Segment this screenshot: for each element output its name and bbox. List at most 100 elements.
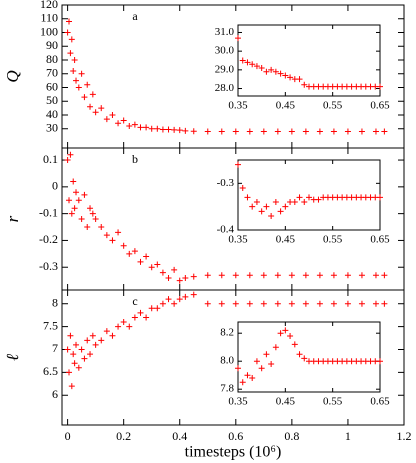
y-tick-label: -0.2 [39,232,58,246]
data-point [268,66,275,73]
data-point [232,300,239,307]
data-point [126,323,133,330]
data-point [330,272,337,279]
data-point [358,272,365,279]
data-point [302,272,309,279]
data-point [291,341,298,348]
panel-label: b [132,152,138,166]
data-point [258,64,265,71]
data-point [288,128,295,135]
y-tick-label: 8.2 [220,327,234,339]
data-point [263,351,270,358]
data-point [98,224,105,231]
x-tick-label: 0.55 [323,396,343,408]
data-point [249,61,256,68]
data-point [190,291,197,298]
data-point [235,35,241,42]
y-tick-label: 0 [52,179,58,193]
y-tick-label: 8 [52,295,58,309]
inset: 0.35 0.45 0.55 0.65 7.8 8.0 8.2 [220,321,390,408]
data-point [277,330,284,337]
data-point [377,194,383,201]
data-point [64,29,71,36]
x-tick-label: 0.45 [276,234,296,246]
data-point [263,203,270,210]
data-point [301,81,308,88]
data-point [268,213,275,219]
y-tick-label: 28.0 [215,82,235,94]
data-point [296,351,303,358]
data-point [143,253,150,260]
data-point [239,57,246,64]
data-point [120,117,127,124]
data-point [246,300,253,307]
data-point [176,296,183,303]
data-point [109,112,116,118]
data-point [81,355,88,362]
y-tick-label: 100 [40,24,58,38]
data-point [260,300,267,307]
data-point [71,360,78,367]
data-point [218,128,225,135]
data-point [372,300,379,307]
data-point [244,59,251,66]
data-point [64,346,71,353]
data-point [301,199,308,205]
y-tick-label: 70 [46,66,58,80]
data-point [246,128,253,135]
y-tick-label: 30.0 [215,45,235,57]
data-point [89,210,96,217]
data-point [137,258,144,265]
data-point [204,272,211,279]
y-tick-label: -0.1 [39,205,58,219]
data-point [131,248,138,255]
y-tick-label: -0.4 [217,224,235,236]
data-point [176,127,183,134]
data-point [372,128,379,135]
data-point [204,128,211,135]
data-point [235,161,241,168]
data-point [70,351,77,358]
data-point [154,305,161,312]
y-tick-label: 7.5 [43,318,58,332]
data-point [306,194,312,201]
data-point [103,232,110,239]
data-point [84,337,91,344]
data-point [137,124,144,131]
x-tick-label: 1.2 [397,429,412,443]
data-point [120,242,127,249]
data-point [73,341,80,348]
data-point [73,77,80,84]
data-point [274,272,281,279]
panel: 0 0.2 0.4 0.6 0.8 1 1.2 6 6.5 7 7.5 8 c ℓ timesteps (1… [3,289,412,461]
y-tick-label: -0.3 [39,259,58,273]
data-point [73,189,80,196]
data-point [291,199,298,205]
data-point [316,272,323,279]
data-point [249,203,256,210]
x-tick-label: 0.8 [284,429,299,443]
panel-label: a [132,9,138,23]
data-point [381,272,388,279]
data-point [182,127,189,134]
inset: 0.35 0.45 0.55 0.65 28.0 29.0 30.0 31.0 [215,24,390,112]
data-point [296,194,303,201]
data-point [296,76,303,83]
data-point [381,300,388,307]
data-point [315,196,322,203]
data-point [148,264,155,271]
y-tick-label: 31.0 [215,26,235,38]
data-point [131,121,138,128]
data-point [109,332,116,339]
data-point [159,269,166,276]
data-point [204,300,211,307]
data-point [182,274,189,281]
data-point [70,68,77,74]
data-point [277,208,284,215]
data-point [176,277,183,284]
data-point [87,351,94,358]
data-point [272,199,279,205]
data-point [330,128,337,135]
data-point [287,333,294,339]
data-point [103,116,110,123]
